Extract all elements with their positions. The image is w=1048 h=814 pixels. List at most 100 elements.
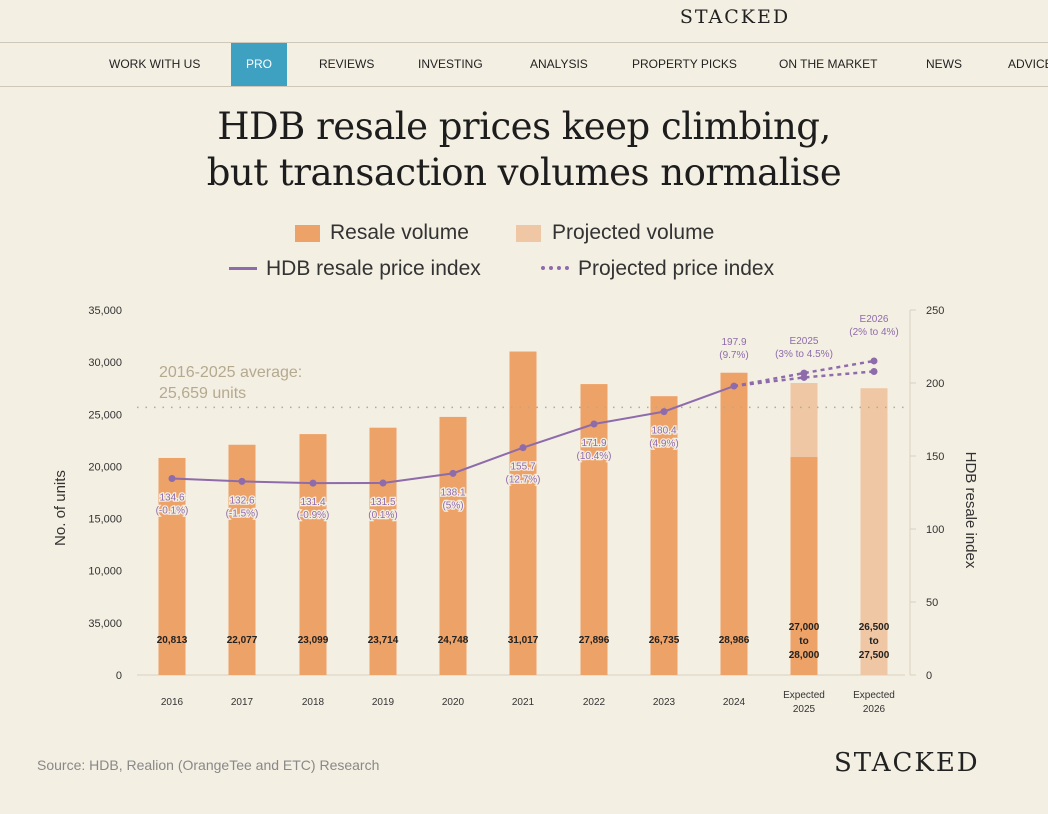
projected-index-label: (2% to 4%) bbox=[849, 327, 898, 338]
legend-swatch-resale-volume bbox=[295, 225, 320, 242]
legend-resale-volume: Resale volume bbox=[330, 221, 469, 244]
legend-price-index: HDB resale price index bbox=[266, 257, 481, 280]
average-value: 25,659 units bbox=[159, 385, 246, 402]
volume-label: 26,735 bbox=[649, 635, 680, 646]
nav-on-the-market[interactable]: ON THE MARKET bbox=[779, 57, 878, 71]
price-index-point bbox=[309, 479, 317, 487]
nav-investing[interactable]: INVESTING bbox=[418, 57, 483, 71]
volume-label: 28,000 bbox=[789, 650, 820, 661]
volume-label: 23,099 bbox=[298, 635, 329, 646]
bar-2020 bbox=[439, 416, 467, 675]
source-note: Source: HDB, Realion (OrangeTee and ETC)… bbox=[37, 757, 380, 773]
bar-2025-to-date bbox=[790, 457, 818, 675]
volume-label: 31,017 bbox=[508, 635, 539, 646]
price-index-label: 180.4 bbox=[651, 426, 676, 437]
site-logo[interactable]: STACKED bbox=[679, 6, 791, 28]
volume-label: 26,500 bbox=[859, 622, 890, 633]
projected-index-label: E2026 bbox=[860, 314, 889, 325]
price-index-label: 155.7 bbox=[510, 462, 535, 473]
price-index-point bbox=[730, 382, 738, 390]
price-index-label: (0.1%) bbox=[368, 510, 397, 521]
y-right-tick: 150 bbox=[926, 451, 944, 463]
x-tick-label: 2025 bbox=[793, 704, 816, 715]
price-index-label: 132.6 bbox=[229, 495, 254, 506]
price-index-label: (5%) bbox=[442, 500, 463, 511]
bar-2024 bbox=[720, 372, 748, 675]
volume-label: to bbox=[869, 636, 878, 647]
price-index-label: (10.4%) bbox=[576, 451, 611, 462]
volume-label: 28,986 bbox=[719, 635, 750, 646]
nav-reviews[interactable]: REVIEWS bbox=[319, 57, 375, 71]
price-index-label: (4.9%) bbox=[649, 439, 678, 450]
legend-swatch-projected-volume bbox=[516, 225, 541, 242]
average-label: 2016-2025 average: bbox=[159, 364, 302, 381]
y-left-tick: 35,000 bbox=[88, 305, 122, 317]
volume-label: 24,748 bbox=[438, 635, 469, 646]
price-index-point bbox=[238, 477, 246, 485]
nav-work-with-us[interactable]: WORK WITH US bbox=[109, 57, 201, 71]
bar-2022 bbox=[580, 384, 608, 675]
price-index-label: (12.7%) bbox=[505, 475, 540, 486]
legend-projected-volume: Projected volume bbox=[552, 221, 715, 244]
price-index-label: 138.1 bbox=[440, 487, 465, 498]
legend-swatch-projected-index bbox=[541, 266, 569, 270]
x-tick-label: 2016 bbox=[161, 697, 184, 708]
price-index-label: 197.9 bbox=[721, 337, 746, 348]
price-index-label: (9.7%) bbox=[719, 350, 748, 361]
volume-label: 27,500 bbox=[859, 650, 890, 661]
main-nav: WORK WITH US PRO REVIEWS INVESTING ANALY… bbox=[0, 42, 1048, 87]
y-left-tick: 30,000 bbox=[88, 357, 122, 369]
price-index-label: 131.5 bbox=[370, 497, 395, 508]
projected-index-label: (3% to 4.5%) bbox=[775, 349, 833, 360]
price-index-label: (-0.1%) bbox=[156, 505, 189, 516]
volume-label: to bbox=[799, 636, 808, 647]
price-index-label: (-0.9%) bbox=[297, 510, 330, 521]
price-index-label: (-1.5%) bbox=[226, 508, 259, 519]
nav-advice[interactable]: ADVICE bbox=[1008, 57, 1048, 71]
y-right-tick: 0 bbox=[926, 670, 932, 682]
price-index-point bbox=[168, 474, 176, 482]
y-left-tick: 15,000 bbox=[88, 514, 122, 526]
y-left-tick: 0 bbox=[116, 670, 122, 682]
y-right-tick: 250 bbox=[926, 305, 944, 317]
price-index-point bbox=[590, 420, 598, 428]
y-right-tick: 50 bbox=[926, 597, 938, 609]
y-left-tick: 25,000 bbox=[88, 409, 122, 421]
bar-2021 bbox=[509, 351, 537, 675]
bar-2023 bbox=[650, 396, 678, 675]
price-index-label: 131.4 bbox=[300, 497, 325, 508]
chart-title-line2: but transaction volumes normalise bbox=[206, 151, 842, 194]
price-index-point bbox=[660, 408, 668, 416]
nav-pro[interactable]: PRO bbox=[231, 43, 288, 86]
projected-index-point bbox=[800, 369, 808, 377]
x-tick-label: 2017 bbox=[231, 697, 254, 708]
projected-index-point bbox=[870, 357, 878, 365]
x-tick-label: 2026 bbox=[863, 704, 886, 715]
x-tick-label: 2023 bbox=[653, 697, 676, 708]
bar-2018 bbox=[299, 434, 327, 675]
x-tick-label: Expected bbox=[783, 690, 825, 701]
price-index-label: 171.9 bbox=[581, 438, 606, 449]
projected-index-label: E2025 bbox=[790, 336, 819, 347]
x-tick-label: 2020 bbox=[442, 697, 465, 708]
x-tick-label: 2022 bbox=[583, 697, 606, 708]
y-left-tick: 20,000 bbox=[88, 461, 122, 473]
y-right-label: HDB resale index bbox=[962, 452, 979, 569]
chart-title: HDB resale prices keep climbing, but tra… bbox=[0, 104, 1048, 196]
x-tick-label: Expected bbox=[853, 690, 895, 701]
projected-index-point bbox=[870, 367, 878, 375]
price-index-point bbox=[449, 469, 457, 477]
volume-label: 27,896 bbox=[579, 635, 610, 646]
y-right-tick: 200 bbox=[926, 378, 944, 390]
nav-news[interactable]: NEWS bbox=[926, 57, 962, 71]
nav-property-picks[interactable]: PROPERTY PICKS bbox=[632, 57, 737, 71]
price-index-label: 134.6 bbox=[159, 492, 184, 503]
bar-2019 bbox=[369, 427, 397, 675]
legend-projected-index: Projected price index bbox=[578, 257, 775, 280]
volume-label: 22,077 bbox=[227, 635, 258, 646]
chart-title-line1: HDB resale prices keep climbing, bbox=[217, 105, 831, 148]
nav-analysis[interactable]: ANALYSIS bbox=[530, 57, 588, 71]
y-right-tick: 100 bbox=[926, 524, 944, 536]
y-left-label: No. of units bbox=[52, 470, 69, 546]
